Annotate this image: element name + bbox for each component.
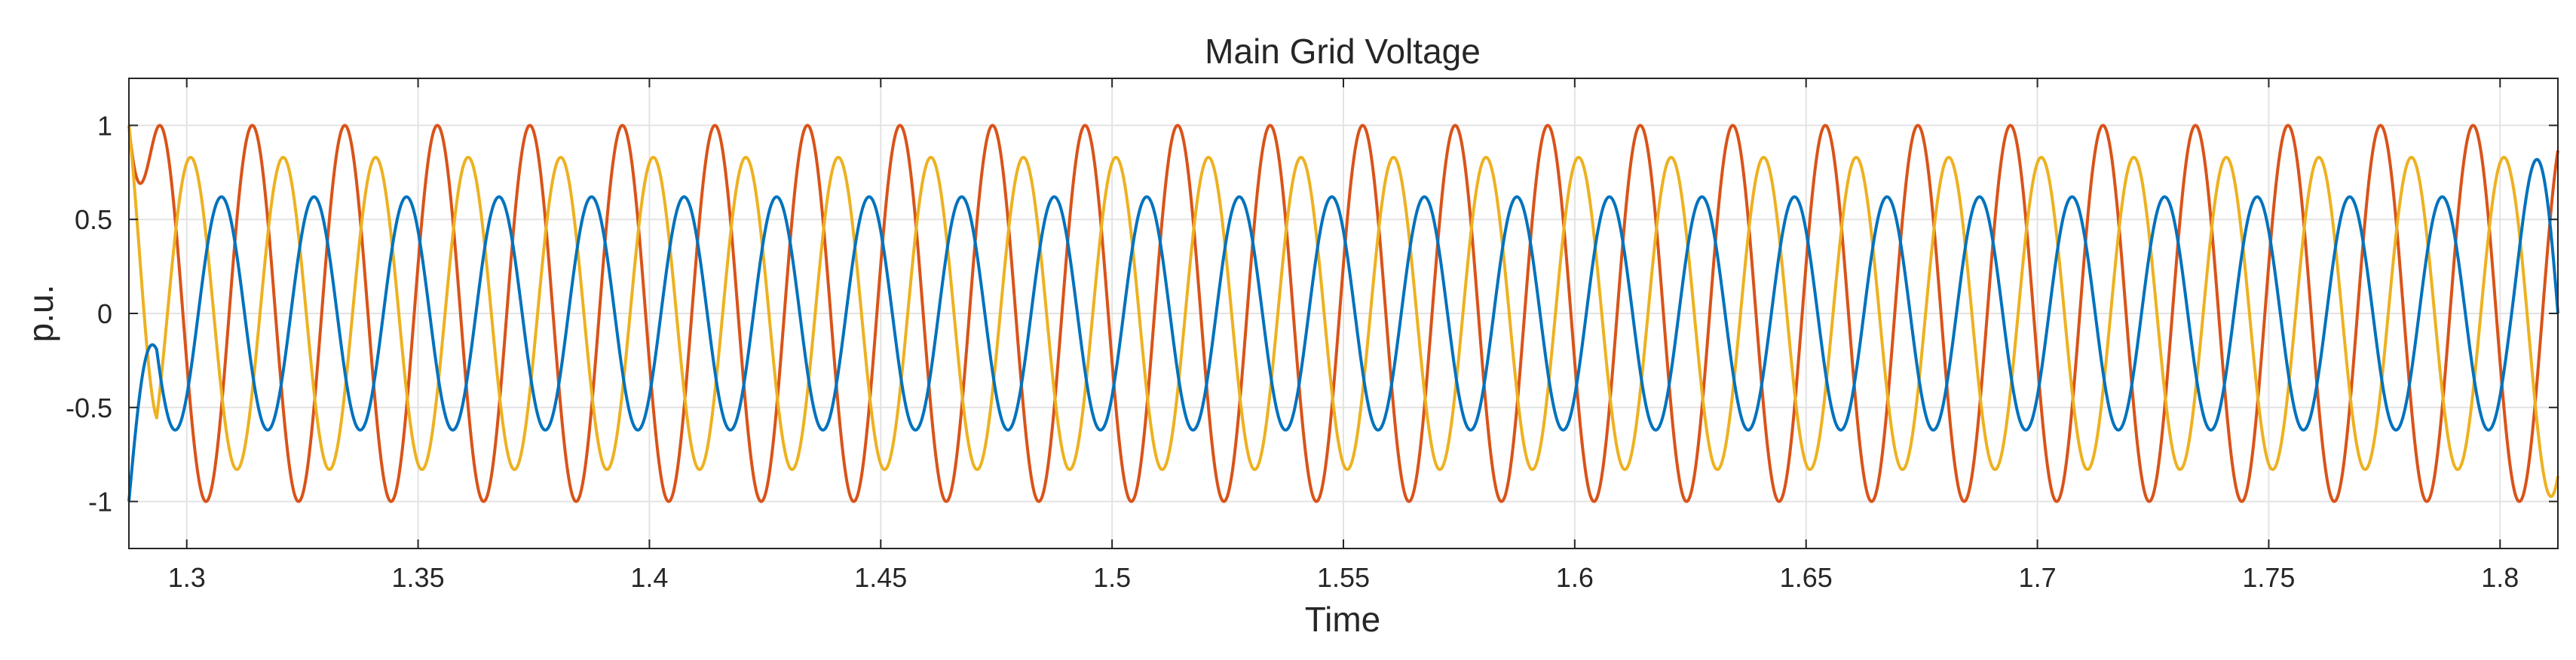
- x-tick-label: 1.4: [630, 562, 668, 593]
- x-tick-label: 1.6: [1556, 562, 1594, 593]
- series-line-1: [127, 124, 2559, 503]
- y-tick-label: 0: [97, 298, 112, 329]
- y-axis-title: p.u.: [21, 285, 60, 343]
- series-line-2: [127, 125, 2559, 498]
- series-line-3: [127, 157, 2559, 502]
- y-tick-labels: -1 -0.5 0 0.5 1: [66, 110, 112, 517]
- x-tick-labels: 1.3 1.35 1.4 1.45 1.5 1.55 1.6 1.65 1.7 1.75 1.8: [168, 562, 2519, 593]
- y-tick-label: -1: [88, 487, 112, 518]
- x-tick-label: 1.5: [1093, 562, 1131, 593]
- x-tick-label: 1.65: [1780, 562, 1833, 593]
- x-tick-label: 1.7: [2019, 562, 2057, 593]
- y-tick-label: 0.5: [75, 204, 112, 235]
- series-layer: [127, 124, 2559, 503]
- tick-marks: [129, 78, 2558, 548]
- x-tick-label: 1.45: [854, 562, 907, 593]
- x-tick-label: 1.35: [392, 562, 445, 593]
- y-tick-label: 1: [97, 110, 112, 141]
- x-tick-label: 1.8: [2481, 562, 2519, 593]
- chart-title: Main Grid Voltage: [1205, 32, 1481, 71]
- x-axis-title: Time: [1305, 600, 1381, 639]
- x-tick-label: 1.55: [1317, 562, 1370, 593]
- y-tick-label: -0.5: [66, 393, 112, 423]
- grid-lines: [129, 78, 2558, 548]
- x-tick-label: 1.75: [2242, 562, 2295, 593]
- x-tick-label: 1.3: [168, 562, 206, 593]
